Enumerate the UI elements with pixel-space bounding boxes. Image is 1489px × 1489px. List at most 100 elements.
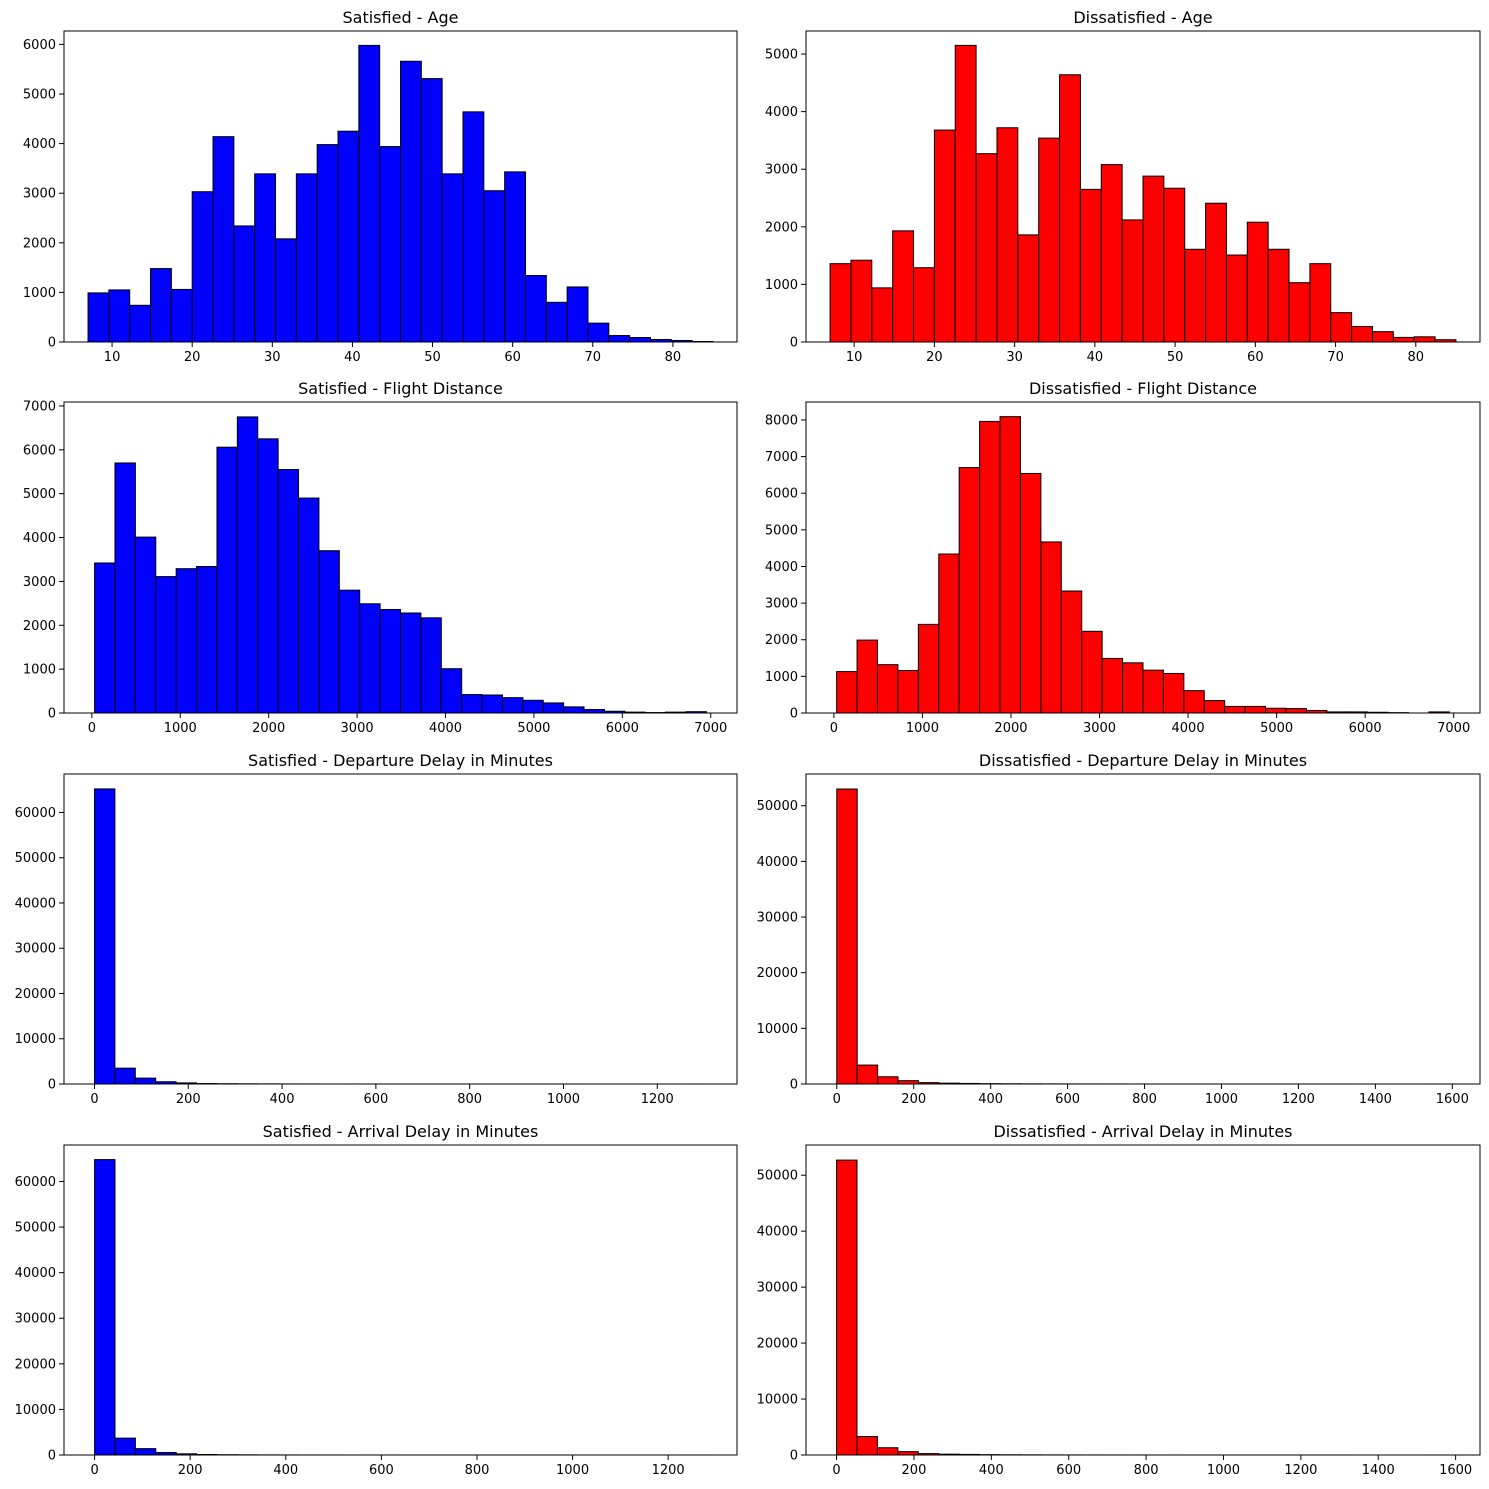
histogram-bar [1100, 164, 1123, 343]
histogram-bar [1142, 669, 1164, 714]
x-tick-label: 200 [178, 1463, 203, 1478]
y-tick-label: 30000 [757, 911, 798, 926]
histogram-bar [608, 335, 631, 343]
histogram-bar [856, 639, 878, 714]
x-tick-label: 3000 [341, 721, 374, 736]
y-tick-label: 3000 [765, 597, 798, 612]
x-tick-label: 0 [90, 1463, 98, 1478]
x-tick-label: 1200 [641, 1092, 674, 1107]
histogram-bar [1330, 312, 1353, 343]
x-tick-label: 1000 [906, 721, 939, 736]
histogram-bar [836, 671, 858, 714]
histogram-bar [850, 259, 873, 343]
x-tick-label: 800 [1134, 1463, 1159, 1478]
panel-title: Satisfied - Departure Delay in Minutes [248, 751, 553, 770]
plot-frame [805, 401, 1481, 714]
x-tick-label: 2000 [252, 721, 285, 736]
histogram-bar [93, 788, 116, 1085]
histogram-panel: Satisfied - Departure Delay in Minutes 0 2… [15, 751, 738, 1107]
y-tick-label: 20000 [15, 1357, 56, 1372]
y-tick-label: 0 [790, 1078, 798, 1093]
histogram-bar [316, 144, 339, 343]
histogram-bar [87, 292, 110, 343]
y-tick-label: 1000 [23, 663, 56, 678]
x-tick-label: 6000 [606, 721, 639, 736]
x-tick-label: 400 [979, 1463, 1004, 1478]
y-tick-label: 60000 [15, 1175, 56, 1190]
histogram-panel: Dissatisfied - Age 10 20 30 40 50 60 70 80 0 1000 2… [765, 8, 1481, 365]
histogram-bar [114, 462, 136, 714]
y-tick-label: 30000 [15, 1312, 56, 1327]
y-tick-label: 6000 [765, 487, 798, 502]
histogram-bar [897, 1080, 919, 1085]
histogram-bar [1060, 590, 1083, 714]
y-tick-label: 10000 [757, 1022, 798, 1037]
histogram-bar [1081, 630, 1103, 714]
y-tick-label: 5000 [765, 48, 798, 63]
histogram-bar [954, 44, 977, 343]
x-tick-label: 10 [846, 350, 863, 365]
histogram-bar [1122, 662, 1144, 714]
y-tick-label: 2000 [23, 619, 56, 634]
y-tick-label: 20000 [757, 1337, 798, 1352]
x-tick-label: 60 [1247, 350, 1264, 365]
histogram-bar [359, 603, 381, 714]
y-tick-label: 7000 [23, 399, 56, 414]
histogram-bar [836, 788, 858, 1085]
histogram-bar [876, 664, 899, 714]
histogram-panel: Dissatisfied - Flight Distance 0 1000 2000 3… [765, 379, 1481, 736]
histogram-bar [836, 1159, 858, 1456]
histogram-panel: Satisfied - Flight Distance 0 1000 2000 3000… [23, 379, 738, 736]
y-tick-label: 50000 [757, 799, 798, 814]
histogram-bar [358, 44, 381, 343]
histogram-bar [254, 173, 277, 343]
histogram-bar [1351, 325, 1373, 343]
histogram-bar [563, 706, 585, 714]
x-tick-label: 600 [369, 1463, 394, 1478]
histogram-bar [275, 238, 297, 343]
x-tick-label: 70 [1327, 350, 1344, 365]
histogram-bar [483, 190, 506, 343]
histogram-bar [856, 1064, 879, 1085]
y-tick-label: 50000 [15, 851, 56, 866]
y-tick-label: 0 [48, 336, 56, 351]
histogram-bar [236, 416, 259, 714]
histogram-bar [897, 670, 919, 714]
y-tick-label: 10000 [15, 1032, 56, 1047]
histogram-bar [1288, 282, 1311, 343]
histogram-bar [1205, 202, 1227, 343]
histogram-bar [94, 562, 116, 714]
histogram-bar [829, 263, 852, 343]
histogram-bar [1309, 263, 1332, 343]
plot-frame [805, 773, 1481, 1085]
histogram-panel: Dissatisfied - Departure Delay in Minute… [757, 751, 1481, 1107]
histogram-bar [233, 225, 256, 343]
y-tick-label: 2000 [765, 220, 798, 235]
histogram-bar [913, 267, 935, 343]
histogram-bar [1224, 705, 1246, 714]
x-tick-label: 0 [88, 721, 96, 736]
x-tick-label: 80 [1408, 350, 1425, 365]
histogram-bar [420, 617, 442, 714]
x-tick-label: 400 [978, 1092, 1003, 1107]
x-tick-label: 20 [184, 350, 201, 365]
x-tick-label: 200 [176, 1092, 201, 1107]
histogram-panel: Satisfied - Age 10 20 30 40 50 60 70 80 0 1000 2000… [23, 8, 738, 365]
histogram-bar [461, 694, 483, 714]
x-tick-label: 200 [902, 1463, 927, 1478]
plot-frame [63, 773, 738, 1085]
x-tick-label: 0 [833, 1092, 841, 1107]
histogram-bar [566, 286, 589, 343]
y-tick-label: 40000 [15, 1266, 56, 1281]
histogram-bar [134, 1077, 157, 1085]
y-tick-label: 4000 [23, 531, 56, 546]
histogram-bar [420, 78, 443, 343]
y-tick-label: 1000 [23, 286, 56, 301]
histogram-bar [216, 446, 238, 714]
x-tick-label: 30 [264, 350, 281, 365]
panel-title: Satisfied - Flight Distance [298, 379, 503, 398]
histogram-bar [338, 589, 361, 714]
x-tick-label: 800 [465, 1463, 490, 1478]
plot-frame [63, 1144, 738, 1456]
y-tick-label: 3000 [23, 187, 56, 202]
